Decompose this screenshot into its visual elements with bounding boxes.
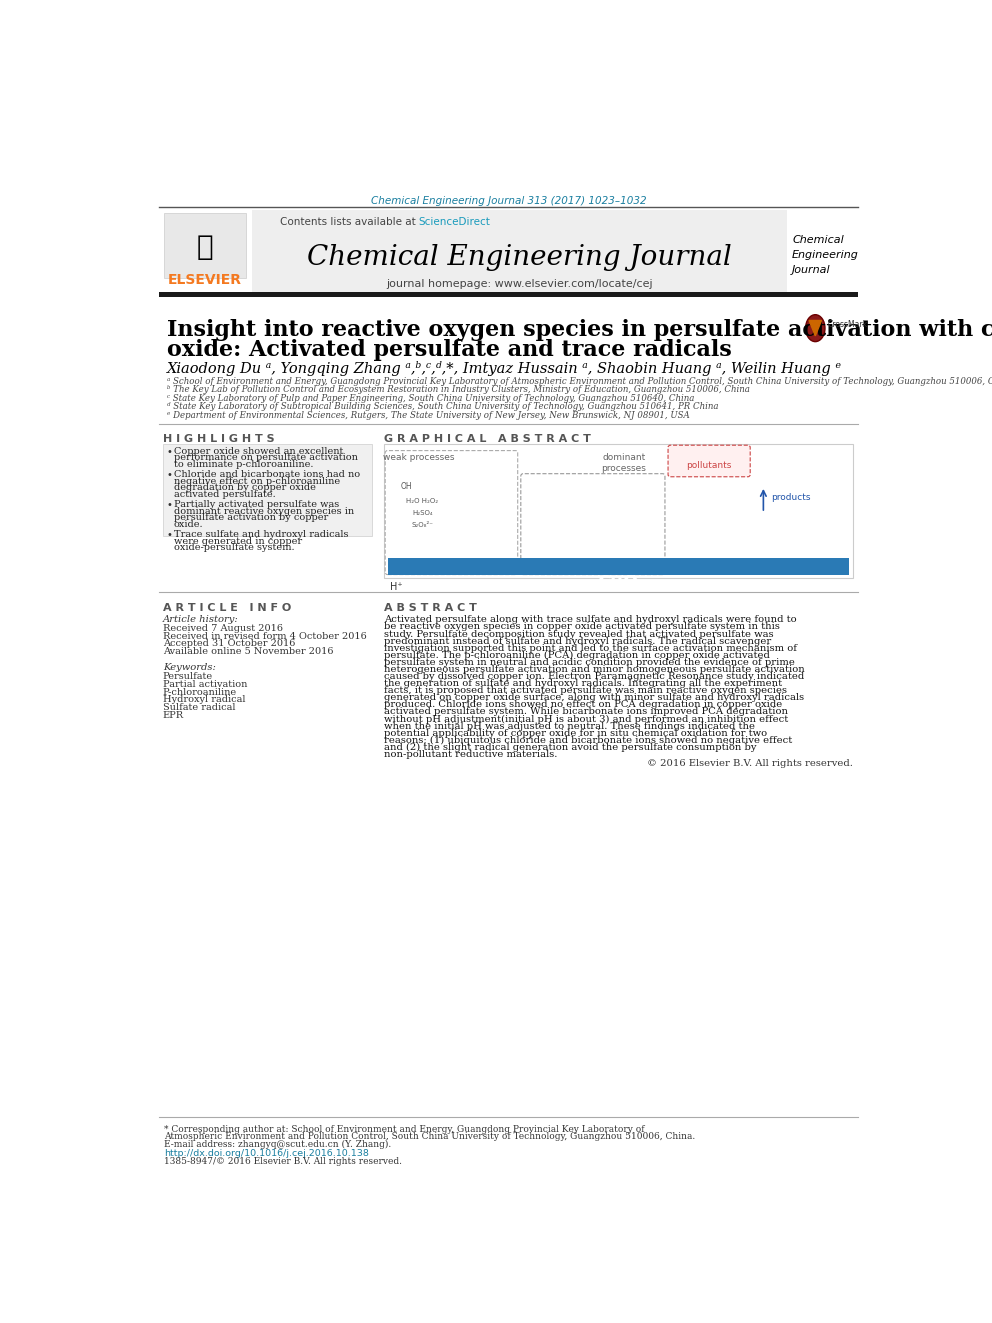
Text: negative effect on p-chloroaniline: negative effect on p-chloroaniline [174, 476, 339, 486]
Text: Partially activated persulfate was: Partially activated persulfate was [174, 500, 339, 509]
Text: Hydroxyl radical: Hydroxyl radical [163, 696, 245, 704]
Text: predominant instead of sulfate and hydroxyl radicals. The radical scavenger: predominant instead of sulfate and hydro… [384, 636, 771, 646]
Text: S₂O₈²⁻: S₂O₈²⁻ [412, 521, 434, 528]
Text: OH: OH [401, 482, 413, 491]
Text: pollutants: pollutants [686, 460, 732, 470]
FancyBboxPatch shape [668, 446, 750, 476]
Text: oxide.: oxide. [174, 520, 203, 529]
Text: Activated persulfate along with trace sulfate and hydroxyl radicals were found t: Activated persulfate along with trace su… [384, 615, 797, 624]
Text: A B S T R A C T: A B S T R A C T [384, 603, 476, 613]
Text: Persulfate: Persulfate [163, 672, 213, 681]
Text: Insight into reactive oxygen species in persulfate activation with copper: Insight into reactive oxygen species in … [167, 319, 992, 341]
Text: to eliminate p-chloroaniline.: to eliminate p-chloroaniline. [174, 460, 313, 468]
Text: Received in revised form 4 October 2016: Received in revised form 4 October 2016 [163, 631, 366, 640]
Text: the generation of sulfate and hydroxyl radicals. Integrating all the experiment: the generation of sulfate and hydroxyl r… [384, 679, 782, 688]
Text: Article history:: Article history: [163, 615, 238, 624]
Text: when the initial pH was adjusted to neutral. These findings indicated the: when the initial pH was adjusted to neut… [384, 721, 755, 730]
Text: journal homepage: www.elsevier.com/locate/cej: journal homepage: www.elsevier.com/locat… [386, 279, 653, 290]
Text: E-mail address: zhangyq@scut.edu.cn (Y. Zhang).: E-mail address: zhangyq@scut.edu.cn (Y. … [165, 1139, 392, 1148]
Text: performance on persulfate activation: performance on persulfate activation [174, 454, 357, 462]
Text: •: • [167, 531, 173, 540]
Text: were generated in copper: were generated in copper [174, 537, 302, 546]
Text: and (2) the slight radical generation avoid the persulfate consumption by: and (2) the slight radical generation av… [384, 744, 756, 751]
Text: http://dx.doi.org/10.1016/j.cej.2016.10.138: http://dx.doi.org/10.1016/j.cej.2016.10.… [165, 1148, 369, 1158]
Text: ScienceDirect: ScienceDirect [419, 217, 490, 228]
Text: ELSEVIER: ELSEVIER [168, 274, 242, 287]
Text: ᵈ State Key Laboratory of Subtropical Building Sciences, South China University : ᵈ State Key Laboratory of Subtropical Bu… [167, 402, 718, 411]
Text: produced. Chloride ions showed no effect on PCA degradation in copper oxide: produced. Chloride ions showed no effect… [384, 700, 782, 709]
Text: Copper oxide showed an excellent: Copper oxide showed an excellent [174, 447, 343, 455]
Text: facts, it is proposed that activated persulfate was main reactive oxygen species: facts, it is proposed that activated per… [384, 687, 787, 695]
Text: H⁺: H⁺ [390, 582, 403, 593]
Text: Atmospheric Environment and Pollution Control, South China University of Technol: Atmospheric Environment and Pollution Co… [165, 1131, 695, 1140]
Text: •: • [167, 447, 173, 456]
Text: CuO: CuO [597, 574, 639, 591]
Text: oxide: Activated persulfate and trace radicals: oxide: Activated persulfate and trace ra… [167, 339, 731, 361]
Bar [165, 213, 246, 278]
Text: Chemical
Engineering
Journal: Chemical Engineering Journal [792, 235, 859, 275]
Text: 1385-8947/© 2016 Elsevier B.V. All rights reserved.: 1385-8947/© 2016 Elsevier B.V. All right… [165, 1156, 403, 1166]
Text: •: • [167, 470, 173, 480]
Text: ᵃ School of Environment and Energy, Guangdong Provincial Key Laboratory of Atmos: ᵃ School of Environment and Energy, Guan… [167, 377, 992, 386]
Text: Available online 5 November 2016: Available online 5 November 2016 [163, 647, 333, 656]
Bar [384, 443, 852, 578]
Text: Contents lists available at: Contents lists available at [280, 217, 419, 228]
Text: oxide-persulfate system.: oxide-persulfate system. [174, 544, 295, 553]
Ellipse shape [806, 315, 825, 341]
Bar [388, 557, 848, 574]
Text: ᵉ Department of Environmental Sciences, Rutgers, The State University of New Jer: ᵉ Department of Environmental Sciences, … [167, 410, 689, 419]
Text: © 2016 Elsevier B.V. All rights reserved.: © 2016 Elsevier B.V. All rights reserved… [647, 759, 852, 769]
Text: dominant
processes: dominant processes [601, 452, 647, 474]
Text: Chemical Engineering Journal 313 (2017) 1023–1032: Chemical Engineering Journal 313 (2017) … [371, 196, 646, 206]
Text: be reactive oxygen species in copper oxide activated persulfate system in this: be reactive oxygen species in copper oxi… [384, 622, 780, 631]
Text: activated persulfate system. While bicarbonate ions improved PCA degradation: activated persulfate system. While bicar… [384, 708, 788, 717]
Text: * Corresponding author at: School of Environment and Energy, Guangdong Provincia: * Corresponding author at: School of Env… [165, 1125, 645, 1134]
Text: Sulfate radical: Sulfate radical [163, 703, 235, 712]
Text: weak processes: weak processes [383, 452, 454, 462]
Text: •: • [167, 500, 173, 511]
Text: Received 7 August 2016: Received 7 August 2016 [163, 624, 283, 632]
Text: products: products [771, 493, 810, 501]
Text: persulfate system in neutral and acidic condition provided the evidence of prime: persulfate system in neutral and acidic … [384, 658, 795, 667]
Text: ᶜ State Key Laboratory of Pulp and Paper Engineering, South China University of : ᶜ State Key Laboratory of Pulp and Paper… [167, 394, 694, 402]
Text: Accepted 31 October 2016: Accepted 31 October 2016 [163, 639, 296, 648]
Text: persulfate activation by copper: persulfate activation by copper [174, 513, 327, 523]
Text: H I G H L I G H T S: H I G H L I G H T S [163, 434, 275, 445]
Text: Partial activation: Partial activation [163, 680, 247, 689]
Text: non-pollutant reductive materials.: non-pollutant reductive materials. [384, 750, 557, 759]
Text: without pH adjustment(initial pH is about 3) and performed an inhibition effect: without pH adjustment(initial pH is abou… [384, 714, 788, 724]
Text: study. Persulfate decomposition study revealed that activated persulfate was: study. Persulfate decomposition study re… [384, 630, 773, 639]
Text: Chloride and bicarbonate ions had no: Chloride and bicarbonate ions had no [174, 470, 360, 479]
Text: dominant reactive oxygen species in: dominant reactive oxygen species in [174, 507, 354, 516]
Bar [163, 443, 372, 536]
Text: Keywords:: Keywords: [163, 663, 215, 672]
Text: P-chloroaniline: P-chloroaniline [163, 688, 237, 697]
Text: G R A P H I C A L   A B S T R A C T: G R A P H I C A L A B S T R A C T [384, 434, 590, 445]
Text: 🌳: 🌳 [196, 233, 213, 262]
FancyBboxPatch shape [385, 451, 518, 574]
Bar [252, 210, 787, 294]
Text: activated persulfate.: activated persulfate. [174, 490, 276, 499]
Text: A R T I C L E   I N F O: A R T I C L E I N F O [163, 603, 291, 613]
Text: potential applicability of copper oxide for in situ chemical oxidation for two: potential applicability of copper oxide … [384, 729, 767, 738]
Text: generated on copper oxide surface, along with minor sulfate and hydroxyl radical: generated on copper oxide surface, along… [384, 693, 804, 703]
Text: degradation by copper oxide: degradation by copper oxide [174, 483, 315, 492]
Text: H₂SO₄: H₂SO₄ [412, 509, 433, 516]
Text: Trace sulfate and hydroxyl radicals: Trace sulfate and hydroxyl radicals [174, 531, 348, 540]
Text: Chemical Engineering Journal: Chemical Engineering Journal [307, 243, 732, 271]
Text: persulfate. The p-chloroaniline (PCA) degradation in copper oxide activated: persulfate. The p-chloroaniline (PCA) de… [384, 651, 770, 660]
Bar [159, 292, 858, 298]
Bar [159, 210, 252, 294]
Text: reasons; (1) ubiquitous chloride and bicarbonate ions showed no negative effect: reasons; (1) ubiquitous chloride and bic… [384, 736, 792, 745]
Polygon shape [809, 320, 821, 336]
Text: heterogeneous persulfate activation and minor homogeneous persulfate activation: heterogeneous persulfate activation and … [384, 665, 805, 673]
Text: Xiaodong Du ᵃ, Yongqing Zhang ᵃ,ᵇ,ᶜ,ᵈ,*, Imtyaz Hussain ᵃ, Shaobin Huang ᵃ, Weil: Xiaodong Du ᵃ, Yongqing Zhang ᵃ,ᵇ,ᶜ,ᵈ,*,… [167, 361, 841, 376]
Text: H₂O H₂O₂: H₂O H₂O₂ [407, 499, 438, 504]
Text: CrossMark: CrossMark [827, 320, 868, 329]
FancyBboxPatch shape [521, 474, 665, 574]
Text: investigation supported this point and led to the surface activation mechanism o: investigation supported this point and l… [384, 644, 797, 652]
Text: caused by dissolved copper ion. Electron Paramagnetic Resonance study indicated: caused by dissolved copper ion. Electron… [384, 672, 804, 681]
Text: ᵇ The Key Lab of Pollution Control and Ecosystem Restoration in Industry Cluster: ᵇ The Key Lab of Pollution Control and E… [167, 385, 750, 394]
Text: EPR: EPR [163, 710, 184, 720]
